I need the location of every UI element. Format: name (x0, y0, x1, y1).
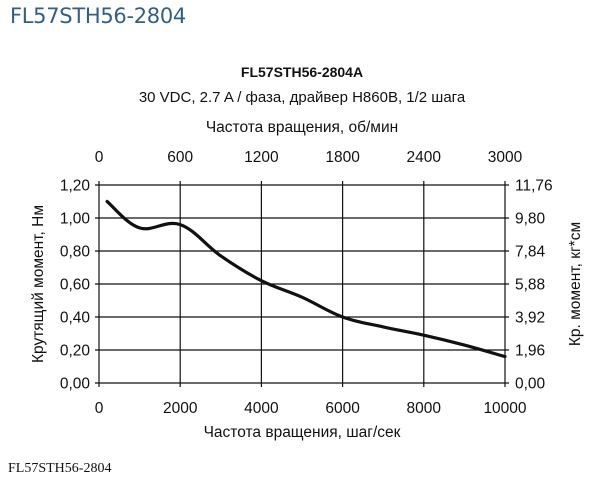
y2-tick-label: 5,88 (515, 277, 545, 294)
x2-tick-label: 1200 (244, 149, 279, 166)
y-tick-label: 0,80 (60, 244, 91, 261)
y-axis-ticks: 0,00 0,20 0,40 0,60 0,80 1,00 1,20 (60, 178, 91, 393)
x-tick-label: 2000 (163, 400, 198, 417)
x-tick-label: 4000 (244, 400, 279, 417)
y2-tick-label: 9,80 (515, 211, 546, 228)
x-tick-label: 6000 (325, 400, 360, 417)
page-header: FL57STH56-2804 (10, 4, 186, 28)
chart-title: FL57STH56-2804A (241, 64, 363, 80)
y-tick-label: 1,00 (60, 211, 91, 228)
y-tick-label: 0,60 (60, 277, 91, 294)
x2-tick-label: 3000 (488, 149, 523, 166)
x2-tick-label: 0 (95, 149, 104, 166)
y2-tick-label: 11,76 (515, 178, 553, 195)
x-axis-label: Частота вращения, шаг/сек (204, 424, 401, 441)
x-axis-ticks: 0 2000 4000 6000 8000 10000 (95, 400, 527, 417)
y2-tick-label: 1,96 (515, 343, 545, 360)
x-tick-label: 0 (95, 400, 104, 417)
x2-axis-ticks: 0 600 1200 1800 2400 3000 (95, 149, 523, 166)
y-tick-label: 0,20 (60, 343, 91, 360)
y-tick-label: 0,40 (60, 310, 91, 327)
torque-curve (105, 199, 507, 359)
y2-tick-label: 3,92 (515, 310, 545, 327)
x2-tick-label: 1800 (325, 149, 360, 166)
y-axis-label: Крутящий момент, Нм (30, 205, 47, 363)
x-tick-label: 10000 (483, 400, 526, 417)
x-tick-label: 8000 (407, 400, 442, 417)
grid-lines (95, 181, 509, 387)
y2-tick-label: 7,84 (515, 244, 546, 261)
x2-tick-label: 2400 (407, 149, 442, 166)
y2-axis-label: Кр. момент, кг*см (567, 222, 584, 346)
chart-subtitle: 30 VDC, 2.7 A / фаза, драйвер H860B, 1/2… (139, 89, 466, 106)
y2-tick-label: 0,00 (515, 376, 546, 393)
y2-axis-ticks: 0,00 1,96 3,92 5,88 7,84 9,80 11,76 (515, 178, 553, 393)
y-tick-label: 1,20 (60, 178, 91, 195)
torque-chart: FL57STH56-2804A 30 VDC, 2.7 A / фаза, др… (30, 64, 584, 441)
x2-tick-label: 600 (167, 149, 193, 166)
y-tick-label: 0,00 (60, 376, 91, 393)
footer-caption: FL57STH56-2804 (8, 461, 112, 476)
x2-axis-label: Частота вращения, об/мин (206, 119, 398, 136)
